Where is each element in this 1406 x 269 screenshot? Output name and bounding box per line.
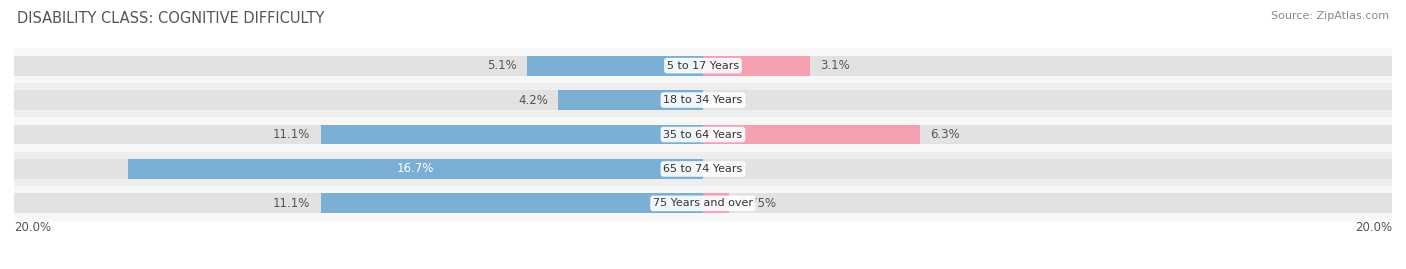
Text: 35 to 64 Years: 35 to 64 Years (664, 129, 742, 140)
Legend: Male, Female: Male, Female (641, 264, 765, 269)
Bar (14, 117, 1392, 152)
Text: 0.75%: 0.75% (740, 197, 776, 210)
Text: 20.0%: 20.0% (14, 221, 51, 234)
Text: 11.1%: 11.1% (273, 197, 311, 210)
Text: DISABILITY CLASS: COGNITIVE DIFFICULTY: DISABILITY CLASS: COGNITIVE DIFFICULTY (17, 11, 325, 26)
Bar (14, 193, 1392, 213)
Text: 65 to 74 Years: 65 to 74 Years (664, 164, 742, 174)
Bar (14, 152, 1392, 186)
Bar (14, 90, 1392, 110)
Text: 0.0%: 0.0% (713, 162, 742, 175)
Text: 5.1%: 5.1% (488, 59, 517, 72)
Text: 0.0%: 0.0% (713, 94, 742, 107)
Bar (703, 125, 920, 144)
Text: 18 to 34 Years: 18 to 34 Years (664, 95, 742, 105)
Text: 20.0%: 20.0% (1355, 221, 1392, 234)
Bar (14, 83, 1392, 117)
Text: 16.7%: 16.7% (396, 162, 434, 175)
Text: Source: ZipAtlas.com: Source: ZipAtlas.com (1271, 11, 1389, 21)
Bar (14, 186, 1392, 221)
Bar (321, 125, 703, 144)
Text: 6.3%: 6.3% (931, 128, 960, 141)
Bar (703, 56, 810, 76)
Bar (321, 193, 703, 213)
Text: 4.2%: 4.2% (519, 94, 548, 107)
Bar (14, 125, 1392, 144)
Bar (558, 90, 703, 110)
Text: 11.1%: 11.1% (273, 128, 311, 141)
Bar (14, 56, 1392, 76)
Bar (703, 193, 728, 213)
Text: 75 Years and over: 75 Years and over (652, 198, 754, 208)
Bar (14, 48, 1392, 83)
Text: 5 to 17 Years: 5 to 17 Years (666, 61, 740, 71)
Bar (128, 159, 703, 179)
Text: 3.1%: 3.1% (820, 59, 849, 72)
Bar (14, 159, 1392, 179)
Bar (527, 56, 703, 76)
